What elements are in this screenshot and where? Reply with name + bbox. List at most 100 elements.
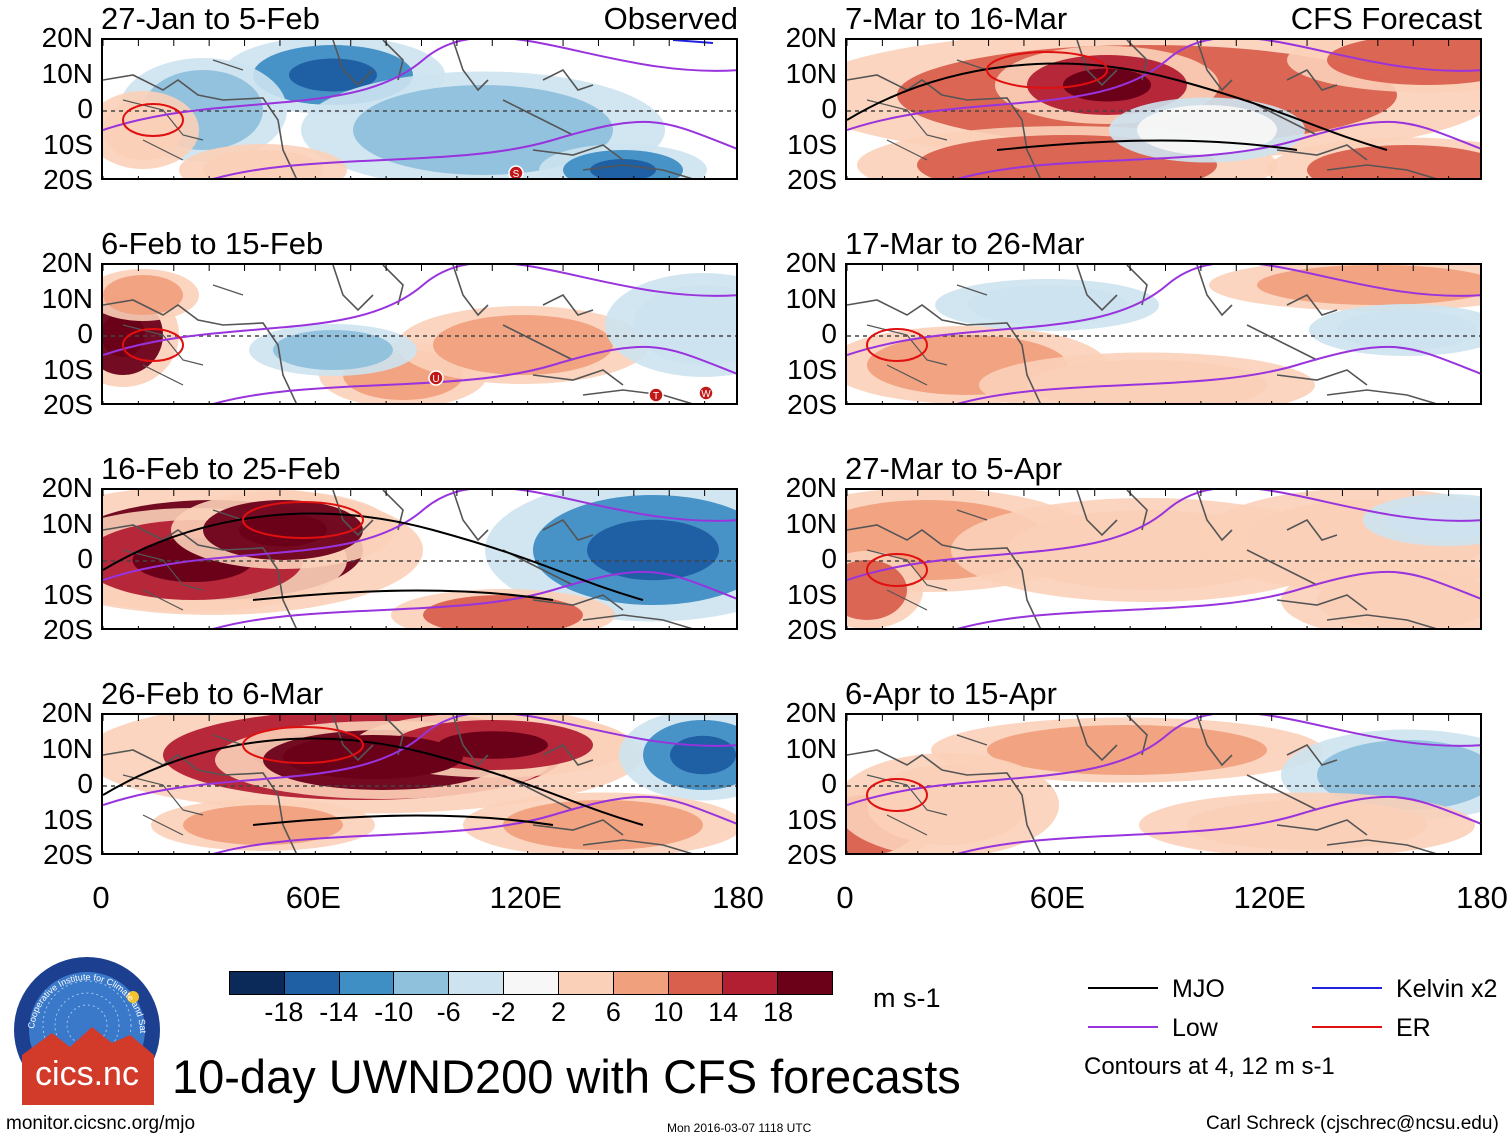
latitude-label: 0	[77, 318, 93, 349]
colorbar	[229, 971, 833, 995]
latitude-label: 10S	[787, 353, 837, 385]
latitude-label: 20S	[43, 614, 93, 645]
storm-marker: S	[508, 165, 524, 180]
legend-label: Kelvin x2	[1396, 975, 1498, 1003]
latitude-label: 20S	[787, 164, 837, 195]
latitude-label: 0	[821, 318, 837, 349]
panel-title: 26-Feb to 6-Mar	[101, 676, 324, 711]
latitude-label: 0	[821, 93, 837, 124]
svg-text:W: W	[701, 389, 711, 400]
latitude-label: 0	[821, 768, 837, 799]
latitude-label: 20N	[41, 697, 93, 728]
legend-line-swatch	[1088, 1026, 1158, 1028]
site-url[interactable]: monitor.cicsnc.org/mjo	[6, 1113, 196, 1134]
panel-title: 27-Jan to 5-Feb	[101, 1, 320, 36]
storm-marker: T	[648, 387, 664, 403]
colorbar-units: m s-1	[873, 983, 941, 1013]
storm-marker: W	[698, 385, 714, 401]
colorbar-swatch	[668, 972, 724, 994]
latitude-label: 20S	[43, 839, 93, 870]
colorbar-tick-label: 18	[763, 997, 794, 1027]
latitude-label: 20S	[787, 614, 837, 645]
author-credit: Carl Schreck (cjschrec@ncsu.edu)	[1206, 1113, 1499, 1134]
colorbar-swatch	[613, 972, 669, 994]
latitude-label: 10N	[41, 507, 93, 539]
longitude-label: 60E	[1029, 880, 1085, 915]
latitude-label: 10N	[41, 57, 93, 89]
colorbar-swatch	[504, 972, 559, 994]
map-field: U T W	[103, 265, 736, 403]
longitude-label: 0	[836, 880, 854, 915]
cicsnc-logo: Cooperative Institute for Climate and Sa…	[12, 955, 160, 1105]
storm-marker: U	[428, 370, 444, 386]
map-field	[103, 490, 736, 628]
legend-label: Low	[1172, 1014, 1218, 1042]
longitude-label: 120E	[489, 880, 562, 915]
latitude-label: 10S	[43, 353, 93, 385]
map-field	[847, 265, 1480, 403]
panel-source-label: Observed	[603, 1, 738, 36]
latitude-label: 10S	[787, 128, 837, 160]
panel-title: 17-Mar to 26-Mar	[845, 226, 1085, 261]
map-field: S	[103, 40, 736, 180]
colorbar-swatch	[394, 972, 450, 994]
panel-title: 6-Apr to 15-Apr	[845, 676, 1057, 711]
uwnd-map	[845, 488, 1482, 630]
longitude-label: 60E	[285, 880, 341, 915]
map-field	[847, 490, 1480, 628]
logo-text: cics.nc	[35, 1055, 139, 1093]
uwnd-map: U T W	[101, 263, 738, 405]
map-field	[847, 715, 1480, 853]
latitude-label: 20N	[785, 22, 837, 53]
longitude-label: 0	[92, 880, 110, 915]
main-title: 10-day UWND200 with CFS forecasts	[172, 1050, 961, 1103]
latitude-label: 20S	[43, 389, 93, 420]
uwnd-map: S	[101, 38, 738, 180]
latitude-label: 10S	[43, 578, 93, 610]
map-field	[847, 40, 1480, 178]
colorbar-tick-label: -14	[319, 997, 359, 1027]
colorbar-tick-label: -18	[264, 997, 304, 1027]
uwnd-map	[101, 713, 738, 855]
map-panels: 27-Jan to 5-Feb Observed 20N 10N 0 10S 20S S 6-F…	[41, 1, 1508, 915]
timestamp: Mon 2016-03-07 1118 UTC	[667, 1121, 812, 1135]
latitude-label: 10S	[43, 803, 93, 835]
longitude-label: 180	[712, 880, 764, 915]
svg-text:U: U	[432, 374, 439, 385]
latitude-label: 20N	[785, 247, 837, 278]
colorbar-swatch	[284, 972, 340, 994]
uwnd-map	[845, 263, 1482, 405]
latitude-label: 20N	[41, 247, 93, 278]
colorbar-tick-label: -10	[374, 997, 414, 1027]
latitude-label: 10N	[785, 57, 837, 89]
colorbar-swatch	[339, 972, 395, 994]
colorbar-swatch	[230, 972, 285, 994]
latitude-label: 10N	[785, 282, 837, 314]
latitude-label: 20N	[785, 697, 837, 728]
legend-label: ER	[1396, 1014, 1431, 1042]
svg-text:S: S	[513, 169, 520, 180]
latitude-label: 20N	[785, 472, 837, 503]
latitude-label: 20S	[787, 839, 837, 870]
colorbar-tick-label: -2	[491, 997, 516, 1027]
colorbar-swatch	[778, 972, 832, 994]
colorbar-tick-label: 2	[550, 997, 566, 1027]
latitude-label: 10N	[785, 507, 837, 539]
latitude-label: 0	[821, 543, 837, 574]
colorbar-swatch	[449, 972, 505, 994]
panel-source-label: CFS Forecast	[1290, 1, 1482, 36]
colorbar-tick-label: 6	[605, 997, 621, 1027]
contour-note: Contours at 4, 12 m s-1	[1084, 1053, 1335, 1080]
latitude-label: 10S	[787, 578, 837, 610]
uwnd-map	[845, 38, 1482, 180]
latitude-label: 10S	[787, 803, 837, 835]
legend-line-swatch	[1312, 987, 1382, 989]
colorbar-swatch	[558, 972, 614, 994]
latitude-label: 20S	[787, 389, 837, 420]
latitude-label: 10N	[41, 282, 93, 314]
latitude-label: 0	[77, 543, 93, 574]
panel-title: 7-Mar to 16-Mar	[845, 1, 1068, 36]
panel-title: 16-Feb to 25-Feb	[101, 451, 341, 486]
latitude-label: 10S	[43, 128, 93, 160]
latitude-label: 0	[77, 93, 93, 124]
